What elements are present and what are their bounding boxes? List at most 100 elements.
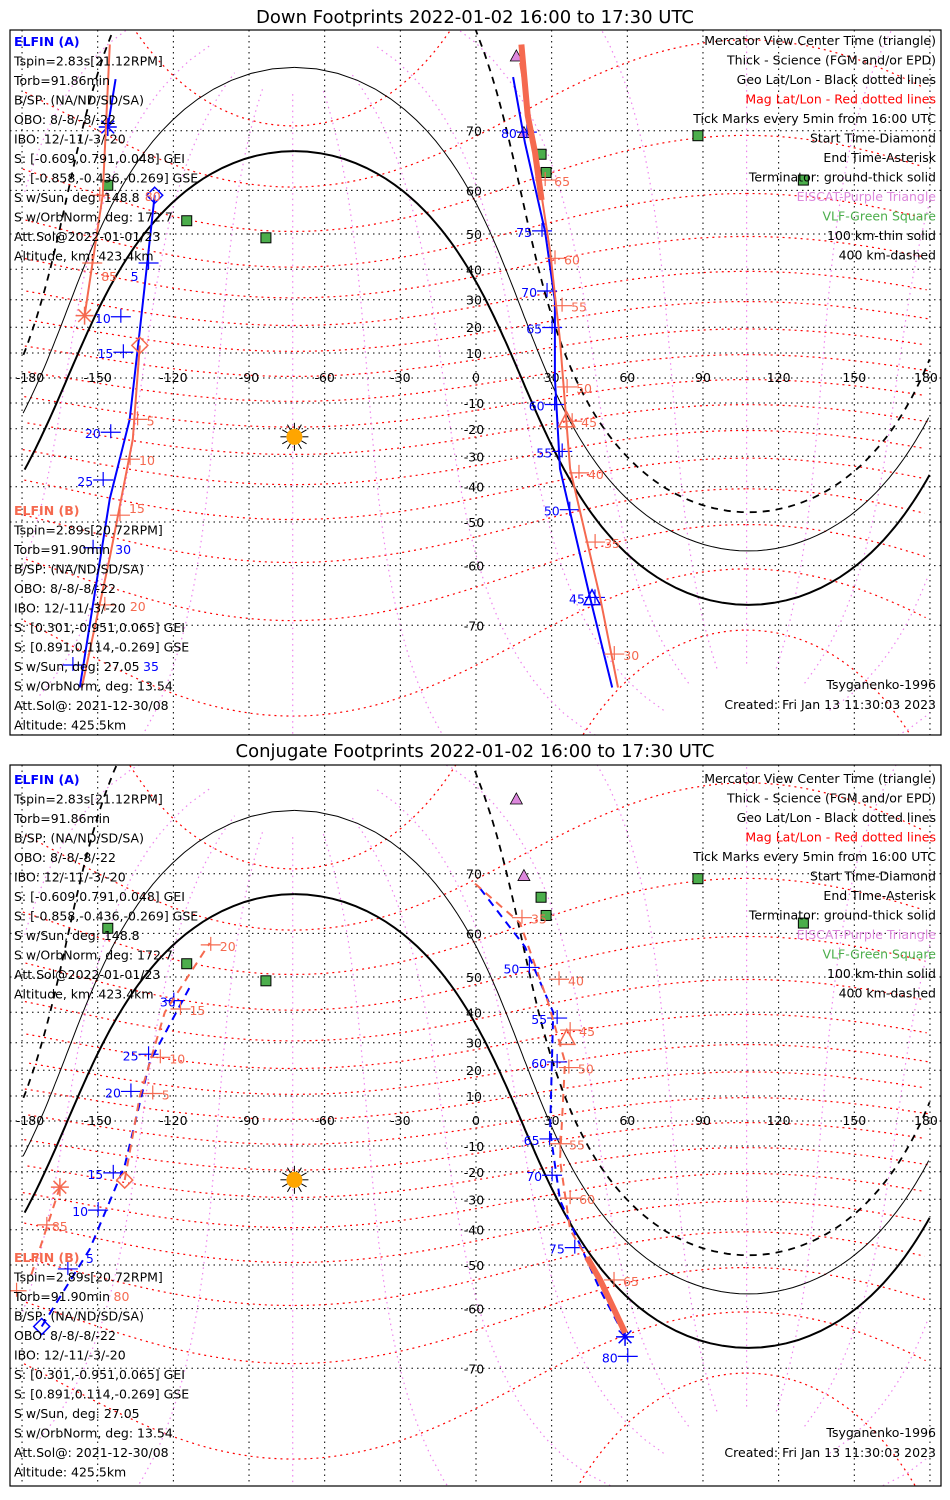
info-elfin-b: ELFIN (B) Tspin=2.89s[20.72RPM] Torb=91.90… [13, 503, 189, 733]
lat-tick-label: 50 [466, 970, 482, 985]
info-line: IBO: 12/-11/-3/-20 [14, 601, 126, 616]
lat-tick-label: 20 [466, 320, 482, 335]
model-name: Tsyganenko-1996 [825, 677, 936, 692]
info-elfin-b: ELFIN (B) Tspin=2.89s[20.72RPM] Torb=91.90… [13, 1250, 189, 1480]
mag-lat-line [746, 1013, 927, 1034]
terminator-ground [23, 150, 295, 471]
vlf-station-marker [102, 922, 114, 934]
time-tick-label: 15 [87, 1167, 103, 1182]
lon-tick-label: -150 [84, 370, 112, 385]
start-diamond-marker [32, 1317, 51, 1336]
created-timestamp: Created: Fri Jan 13 11:30:03 2023 [724, 1445, 936, 1460]
lon-tick-label: -90 [239, 1113, 259, 1128]
info-line: Torb=91.86min [13, 811, 110, 826]
legend-item: Tick Marks every 5min from 16:00 UTC [692, 111, 936, 126]
time-tick-label: 20 [220, 939, 236, 954]
time-tick-label: 10 [95, 311, 111, 326]
mag-lat-line [746, 568, 926, 619]
lat-tick-label: -50 [464, 1258, 484, 1273]
lon-tick-label: 0 [472, 370, 480, 385]
mag-lon-line [24, 765, 141, 935]
time-tick-label: 75 [549, 1242, 565, 1257]
mag-lon-line [24, 30, 128, 192]
time-tick-label: 10 [72, 1204, 88, 1219]
lon-tick-label: 90 [695, 1113, 711, 1128]
mag-lat-line [24, 379, 747, 428]
mag-lon-line [881, 1455, 931, 1486]
vlf-station-marker [535, 891, 547, 903]
legend-item: VLF-Green Square [822, 947, 936, 962]
panel-title: Down Footprints 2022-01-02 16:00 to 17:3… [256, 7, 694, 28]
info-line: Att.Sol@: 2021-12-30/08 [14, 698, 169, 713]
info-line: S w/OrbNorm, deg: 172.7 [14, 210, 173, 225]
time-tick-label: 10 [139, 453, 155, 468]
lat-tick-label: 70 [466, 124, 482, 139]
track-line [123, 942, 211, 1181]
info-line: Altitude, km: 423.4km [14, 249, 154, 264]
mag-lat-line [28, 301, 747, 353]
mag-lon-line [22, 788, 211, 1312]
time-tick-label: 80 [501, 126, 517, 141]
time-tick-label: 55 [536, 445, 552, 460]
info-line: OBO: 8/-8/-8/-22 [14, 1328, 116, 1343]
mag-lon-line [804, 943, 931, 1427]
mag-lon-line [39, 815, 236, 1439]
terminator-100km [294, 66, 930, 552]
legend-item: Thick - Science (FGM and/or EPD) [726, 791, 936, 806]
info-line: IBO: 12/-11/-3/-20 [14, 870, 126, 885]
info-line: Torb=91.90min [13, 542, 110, 557]
mag-lat-line [23, 1231, 747, 1307]
time-tick-label: 5 [147, 413, 155, 428]
time-tick-label: 45 [579, 1024, 595, 1039]
vlf-station-marker [181, 958, 193, 970]
legend-item: Geo Lat/Lon - Black dotted lines [737, 72, 936, 87]
info-line: S: [-0.609,0.791,0.048] GEI [14, 889, 185, 904]
map-area: -180 -150 -120 -90 -60 -30 0 30 60 90 120 150 180 70 6… [10, 30, 941, 735]
lat-tick-label: -30 [464, 449, 484, 464]
info-line: S w/OrbNorm, deg: 172.7 [14, 948, 173, 963]
lon-tick-label: 120 [767, 1113, 791, 1128]
legend-item: Tick Marks every 5min from 16:00 UTC [692, 849, 936, 864]
legend-item: Geo Lat/Lon - Black dotted lines [737, 810, 936, 825]
info-line: Altitude, km: 423.4km [14, 987, 154, 1002]
info-line: S: [0.301,-0.951,0.065] GEI [14, 620, 185, 635]
lat-tick-label: -20 [464, 1165, 484, 1180]
info-line: Tspin=2.83s[21.12RPM] [13, 792, 163, 807]
mag-lat-line [746, 457, 926, 480]
info-line: S w/OrbNorm, deg: 13.54 [14, 679, 173, 694]
map-area: -180 -150 -120 -90 -60 -30 0 30 60 90 120 150 180 70 6… [10, 765, 941, 1486]
mag-lat-line [22, 429, 747, 486]
center-time-triangle [557, 1027, 577, 1046]
time-tick-label: 30 [160, 995, 176, 1010]
track-line [479, 887, 626, 1338]
mag-lat-line [28, 1043, 747, 1096]
time-tick-label: 5 [131, 269, 139, 284]
lat-tick-label: -10 [464, 396, 484, 411]
vlf-station-marker [181, 215, 193, 227]
legend-item: EISCAT-Purple Triangle [797, 189, 937, 204]
mag-lon-line [292, 835, 294, 1486]
info-line: OBO: 8/-8/-8/-22 [14, 112, 116, 127]
time-tick-label: 35 [531, 912, 547, 927]
time-tick-label: 65 [524, 1133, 540, 1148]
track-line [106, 78, 117, 128]
info-line: S w/Sun, deg: 27.05 [14, 1406, 140, 1421]
lat-tick-label: -20 [464, 422, 484, 437]
time-tick-label: 70 [521, 285, 537, 300]
lon-tick-label: 60 [619, 370, 635, 385]
lon-tick-label: -30 [390, 1113, 410, 1128]
mag-lon-line [292, 92, 294, 735]
mag-lon-line [804, 200, 931, 684]
time-tick-label: 50 [503, 961, 519, 976]
satellite-name: ELFIN (B) [14, 1250, 79, 1265]
info-line: S w/Sun, deg: 148.8 [14, 190, 140, 205]
time-tick-label: 65 [623, 1274, 639, 1289]
mag-lat-line [24, 235, 747, 299]
mag-lon-line [321, 87, 444, 735]
legend-item: End Time-Asterisk [823, 888, 936, 903]
info-line: S: [-0.858,-0.436,-0.269] GSE [14, 171, 198, 186]
end-asterisk-marker [75, 306, 94, 325]
lat-tick-label: 30 [466, 293, 482, 308]
